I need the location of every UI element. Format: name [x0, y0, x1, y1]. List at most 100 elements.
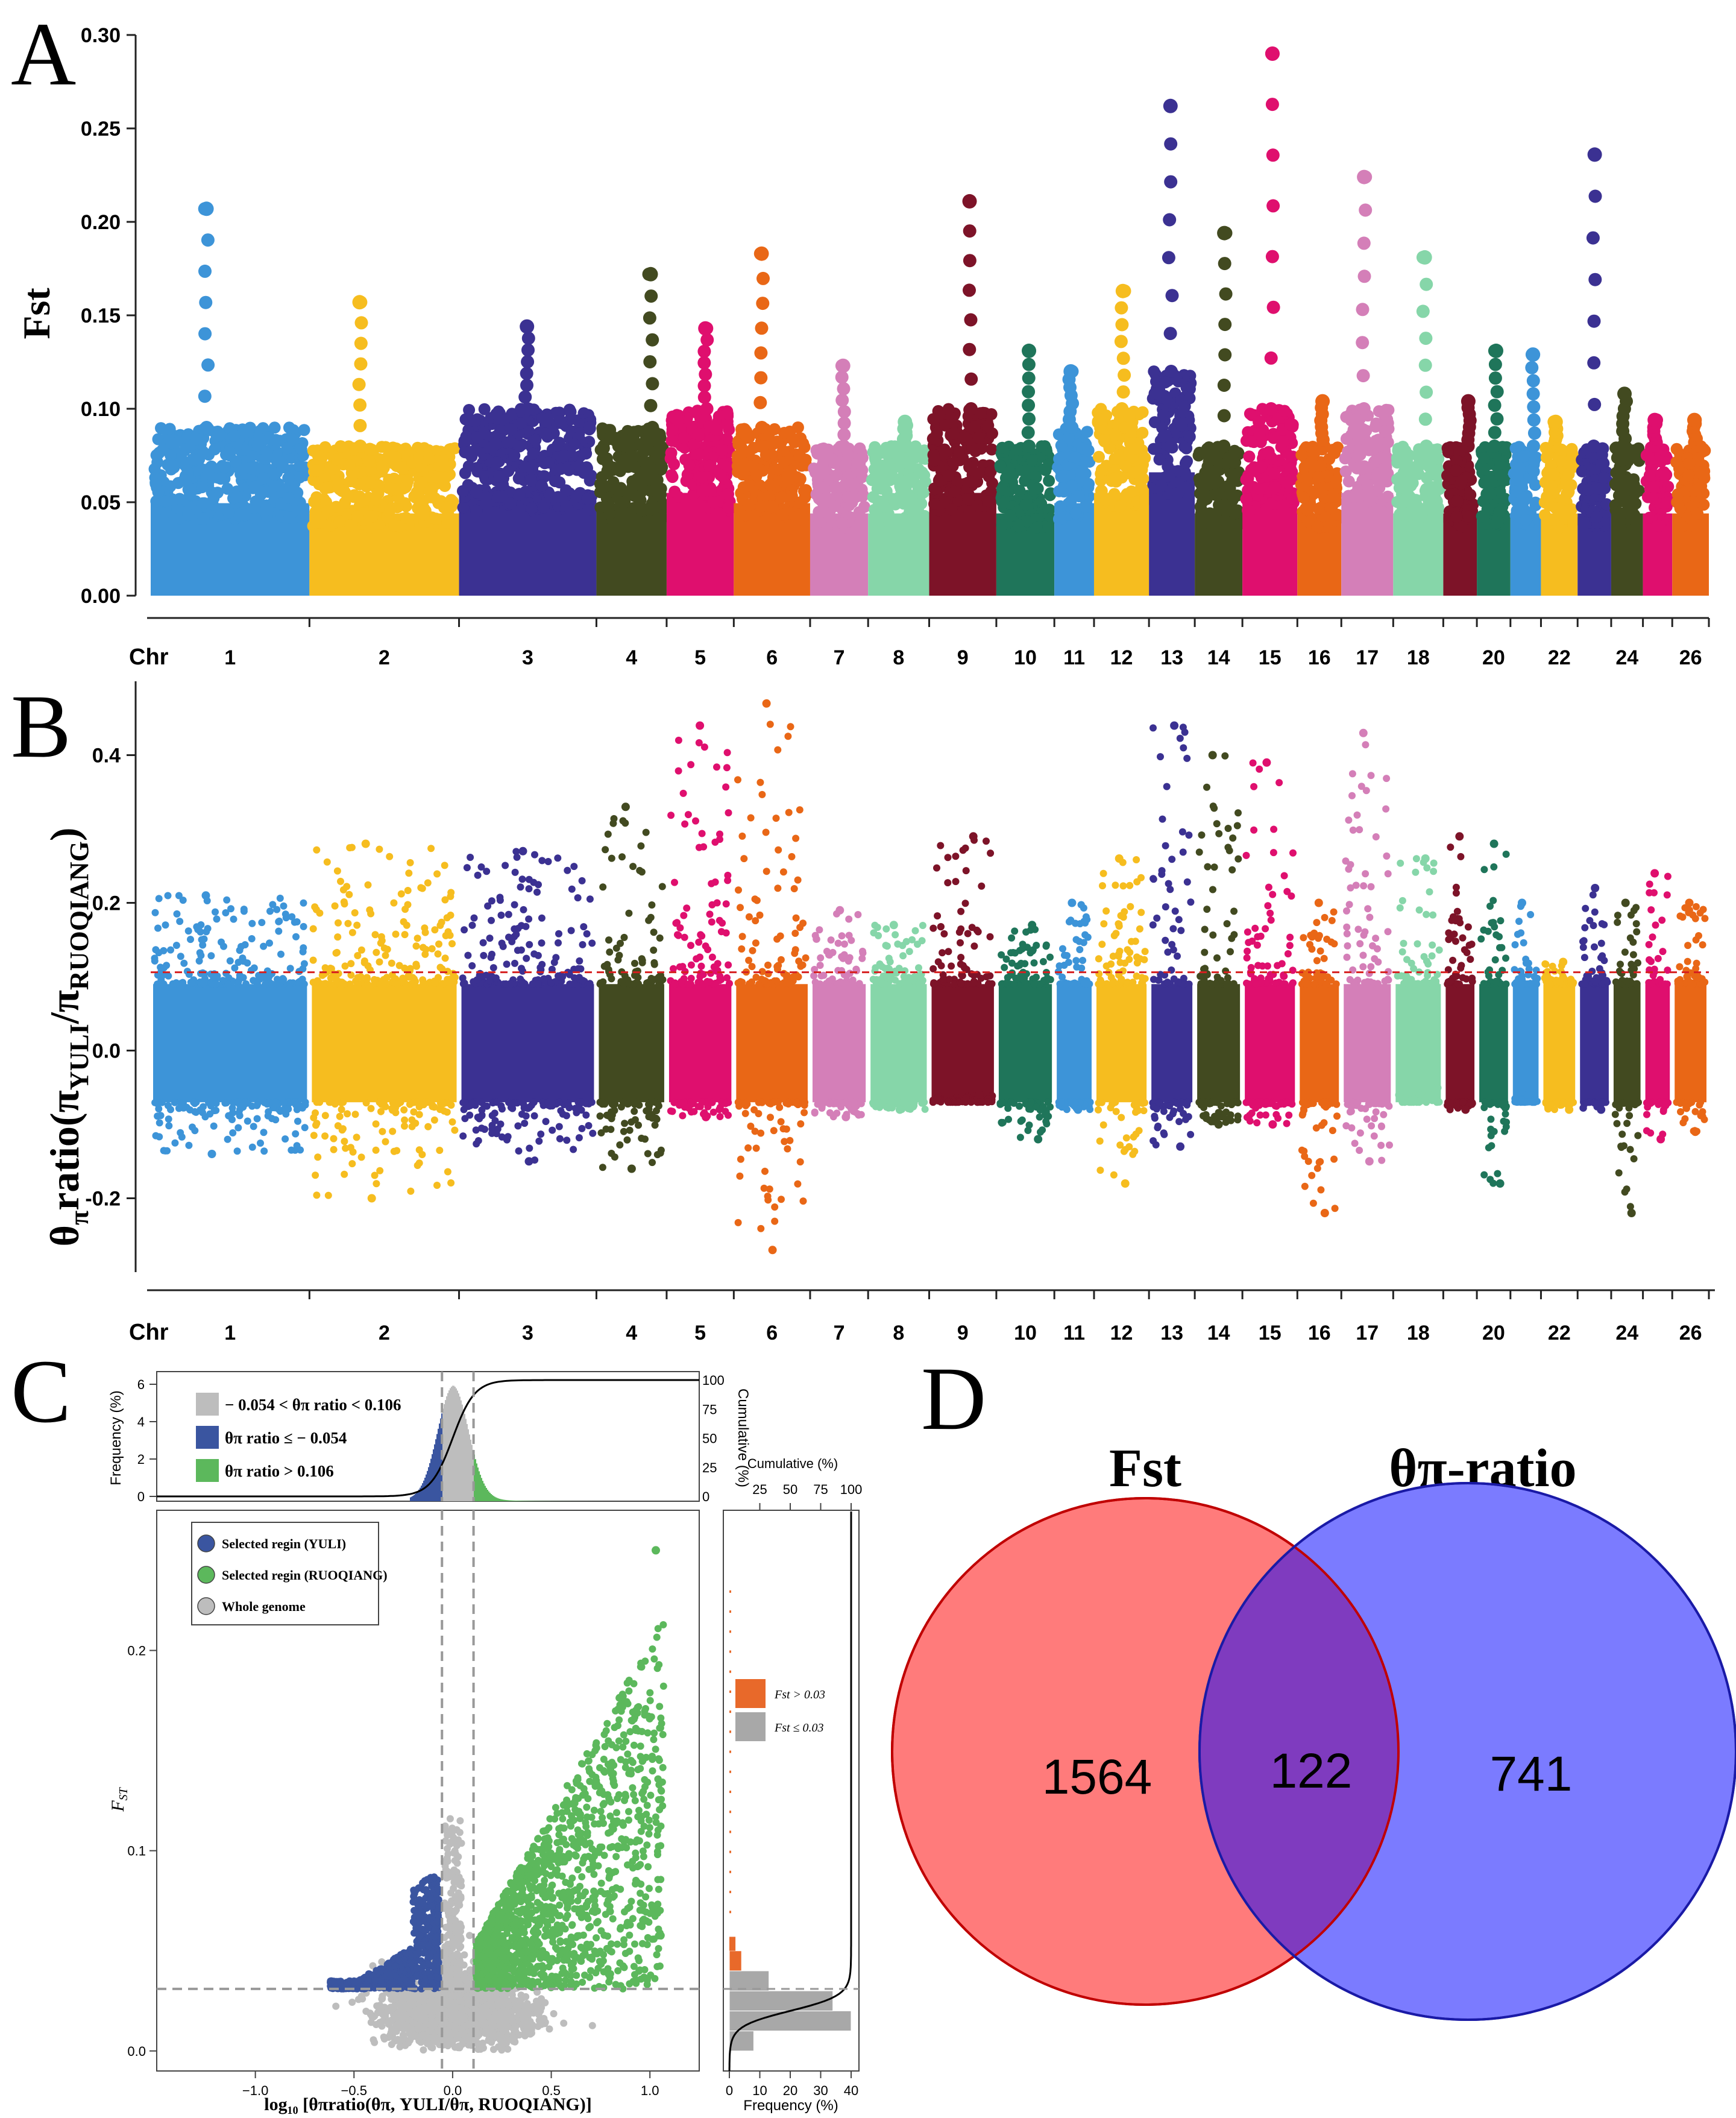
panel-b-point: [605, 936, 612, 944]
panel-b-point: [395, 1098, 403, 1106]
panel-a-point: [283, 511, 296, 524]
panel-a-point: [1021, 515, 1033, 528]
panel-b-point: [382, 951, 389, 959]
panel-b-point: [529, 980, 536, 988]
panel-b-point: [570, 980, 577, 988]
panel-b-chr-1-points: [151, 891, 309, 1158]
panel-b-point: [371, 975, 378, 983]
panel-b: B θπratio(πYULI/πRUOQIANG) -0.20.00.20.4…: [11, 676, 1715, 1345]
panel-a-point: [268, 421, 281, 434]
panel-a-point: [583, 421, 596, 433]
panel-a-max-point: [754, 246, 769, 261]
panel-a-point: [764, 479, 776, 491]
panel-a-point: [272, 456, 285, 468]
panel-a-point: [388, 457, 400, 470]
panel-a-point: [1055, 439, 1068, 452]
panel-a-point: [1647, 481, 1660, 493]
panel-b-point: [401, 1122, 408, 1130]
panel-b-point: [570, 863, 578, 871]
panel-b-point: [210, 1122, 218, 1130]
panel-b-point: [236, 1112, 244, 1120]
panel-a-point: [1039, 462, 1051, 475]
panel-b-point: [470, 914, 478, 922]
panel-b-point: [294, 1117, 301, 1125]
panel-b-point: [364, 962, 372, 970]
panel-b-point: [413, 962, 420, 970]
panel-b-point: [497, 1102, 505, 1110]
panel-a-point: [1081, 426, 1093, 438]
panel-b-point: [555, 972, 562, 980]
panel-b-point: [187, 936, 194, 944]
panel-b-point: [517, 946, 525, 954]
panel-a-point: [615, 484, 627, 497]
panel-a-outlier-point: [354, 336, 368, 350]
panel-b-point: [316, 909, 324, 917]
panel-a-max-point: [1526, 347, 1541, 362]
panel-b-point: [197, 1106, 204, 1114]
panel-a-point: [262, 503, 274, 516]
panel-a-point: [1614, 471, 1626, 484]
panel-b-point: [389, 1099, 397, 1107]
panel-a-point: [602, 458, 614, 471]
panel-a-point: [1628, 473, 1640, 485]
panel-a-point: [281, 442, 294, 455]
panel-a-point: [917, 486, 930, 499]
panel-a-point: [568, 438, 581, 450]
panel-b-point: [397, 890, 405, 898]
panel-a-point: [1406, 520, 1419, 533]
panel-a-point: [974, 407, 987, 420]
panel-a-point: [948, 485, 961, 498]
panel-a-point: [687, 478, 699, 491]
panel-b-point: [586, 895, 594, 903]
panel-a-point: [1643, 469, 1656, 482]
panel-a-point: [1659, 470, 1672, 482]
panel-a-max-point: [1265, 46, 1280, 61]
panel-a-point: [468, 415, 481, 427]
panel-a-point: [880, 485, 893, 497]
panel-a-y-tick-label: 0.05: [81, 491, 121, 514]
panel-a-outlier-point: [1022, 371, 1036, 385]
panel-a-point: [609, 434, 621, 447]
panel-a-chr-labels: 1 2 3 4 5 6 7 8 9 10 11 12 13 14 15 16 17 18 20 22 24 26: [224, 646, 1702, 669]
panel-b-point: [599, 883, 607, 891]
panel-a-outlier-point: [1218, 348, 1232, 362]
panel-a-point: [1055, 470, 1068, 483]
panel-a-point: [539, 427, 552, 440]
panel-a-max-point: [520, 319, 535, 334]
panel-a-point: [901, 457, 914, 470]
panel-b-point: [390, 1147, 398, 1155]
panel-a-point: [817, 455, 830, 467]
panel-a-outlier-point: [1359, 203, 1373, 217]
panel-a-outlier-point: [697, 344, 711, 358]
panel-a-y-tick-label: 0.25: [81, 118, 121, 140]
panel-a-x-ticks: [308, 618, 1710, 627]
panel-a-point: [491, 490, 503, 503]
panel-a-point: [1095, 485, 1108, 497]
panel-a-y-tick-label: 0.20: [81, 211, 121, 234]
panel-a-chr-3-points: [456, 319, 598, 596]
panel-a-ylabel: Fst: [15, 288, 58, 339]
panel-b-point: [522, 922, 530, 930]
panel-a-point: [160, 506, 172, 518]
panel-b-point: [450, 974, 458, 982]
panel-a-chr-20-points: [1474, 343, 1513, 596]
panel-a-point: [1054, 500, 1067, 512]
panel-a-outlier-point: [1115, 318, 1129, 332]
panel-a-point: [413, 452, 426, 464]
panel-a-outlier-point: [1356, 369, 1370, 383]
panel-a-outlier-point: [1416, 304, 1430, 318]
panel-b-point: [511, 959, 518, 967]
panel-a-point: [335, 440, 347, 453]
panel-a-point: [1163, 469, 1175, 482]
panel-a-point: [560, 500, 573, 512]
panel-b-point: [410, 1108, 418, 1116]
panel-a-point: [581, 493, 594, 505]
panel-b-point: [533, 888, 541, 896]
panel-b-point: [332, 949, 340, 957]
panel-a-point: [1509, 485, 1521, 498]
panel-a-point: [1455, 474, 1468, 487]
panel-a-point: [1382, 404, 1395, 417]
panel-b-point: [555, 1123, 563, 1130]
panel-b-point: [333, 975, 340, 983]
panel-a-point: [1629, 444, 1642, 456]
